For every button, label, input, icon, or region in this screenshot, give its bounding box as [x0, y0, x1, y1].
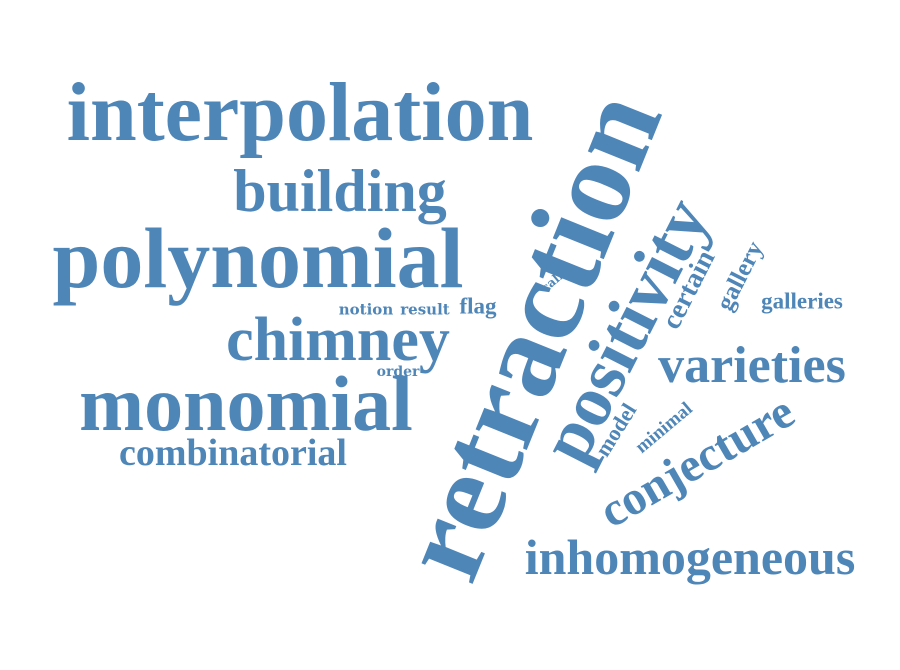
word-notion: notion — [338, 300, 394, 319]
word-varieties: varieties — [658, 337, 846, 394]
word-galleries: galleries — [761, 288, 843, 314]
word-monomial: monomial — [79, 360, 413, 447]
word-polynomial: polynomial — [52, 210, 464, 306]
word-result: result — [400, 300, 450, 319]
word-gallery: gallery — [711, 237, 769, 315]
word-order: order — [376, 364, 420, 380]
word-interpolation: interpolation — [66, 66, 534, 159]
word-flag: flag — [459, 293, 497, 319]
word-combinatorial: combinatorial — [119, 432, 347, 474]
word-chimney: chimney — [226, 306, 450, 374]
word-building: building — [233, 158, 447, 224]
word-inhomogeneous: inhomogeneous — [524, 529, 856, 585]
